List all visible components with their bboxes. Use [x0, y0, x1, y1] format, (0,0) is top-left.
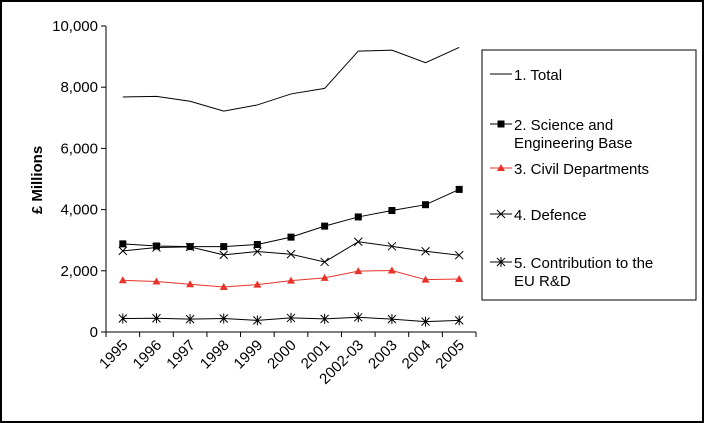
y-tick-label: 8,000 — [60, 79, 98, 96]
y-axis-label: £ Millions — [29, 146, 46, 214]
legend-box — [481, 49, 697, 301]
x-tick-label: 1995 — [96, 337, 132, 373]
x-tick-label: 2004 — [399, 337, 435, 373]
legend-marker-science — [497, 120, 505, 128]
data-point-3-civil-departments — [253, 280, 262, 288]
legend-label-science-line2: Engineering Base — [514, 135, 632, 152]
legend-marker-eu — [496, 257, 506, 267]
data-point-4-defence — [454, 250, 464, 260]
legend-marker-civil — [497, 164, 505, 171]
legend-label-eu-line2: EU R&D — [514, 273, 571, 290]
data-point-3-civil-departments — [186, 280, 195, 288]
data-point-2-science-and-engineering-base — [354, 213, 362, 221]
data-point-4-defence — [387, 241, 397, 251]
series-line-1-total — [122, 46, 460, 112]
data-point-3-civil-departments — [455, 275, 464, 283]
y-tick-label: 10,000 — [52, 18, 98, 35]
data-point-2-science-and-engineering-base — [253, 240, 261, 248]
data-point-4-defence — [421, 246, 430, 256]
data-point-3-civil-departments — [287, 276, 295, 284]
data-point-3-civil-departments — [421, 275, 430, 283]
data-point-4-defence — [286, 249, 296, 259]
plot-area: 02,0004,0006,0008,00010,0001995199619971… — [52, 18, 477, 388]
data-point-2-science-and-engineering-base — [321, 222, 329, 230]
data-point-4-defence — [219, 250, 229, 260]
y-tick-label: 6,000 — [60, 140, 98, 157]
data-point-2-science-and-engineering-base — [119, 240, 127, 248]
x-tick-label: 1996 — [130, 337, 166, 373]
data-point-4-defence — [320, 257, 329, 267]
data-point-2-science-and-engineering-base — [152, 242, 160, 250]
data-point-2-science-and-engineering-base — [455, 185, 463, 193]
legend: 1. Total 2. Science and Engineering Base… — [481, 49, 697, 301]
data-point-4-defence — [353, 237, 363, 247]
legend-label-civil: 3. Civil Departments — [514, 161, 649, 178]
y-tick-label: 2,000 — [60, 263, 98, 280]
data-point-2-science-and-engineering-base — [220, 243, 228, 251]
data-point-5-contribution-to-the-eu-r-d — [118, 313, 128, 324]
data-point-2-science-and-engineering-base — [388, 207, 396, 215]
x-tick-label: 1998 — [197, 337, 233, 373]
data-point-3-civil-departments — [118, 276, 127, 284]
legend-marker-defence — [496, 209, 506, 219]
x-tick-label: 1997 — [163, 337, 199, 373]
data-point-5-contribution-to-the-eu-r-d — [353, 312, 363, 323]
data-point-3-civil-departments — [354, 267, 363, 275]
x-tick-label: 2000 — [264, 337, 300, 373]
y-tick-label: 4,000 — [60, 202, 98, 219]
data-point-4-defence — [185, 242, 195, 252]
data-point-5-contribution-to-the-eu-r-d — [320, 313, 329, 324]
data-point-2-science-and-engineering-base — [422, 201, 430, 209]
data-point-3-civil-departments — [152, 277, 161, 285]
y-tick-label: 0 — [90, 324, 98, 341]
data-point-4-defence — [253, 247, 262, 256]
data-point-5-contribution-to-the-eu-r-d — [286, 312, 296, 323]
data-point-2-science-and-engineering-base — [287, 233, 295, 241]
legend-label-science-line1: 2. Science and — [514, 117, 613, 134]
legend-label-eu-line1: 5. Contribution to the — [514, 255, 653, 272]
data-point-5-contribution-to-the-eu-r-d — [454, 315, 464, 326]
data-point-3-civil-departments — [387, 266, 396, 274]
data-point-5-contribution-to-the-eu-r-d — [387, 314, 397, 325]
data-point-4-defence — [118, 246, 128, 256]
data-point-3-civil-departments — [320, 273, 329, 281]
series-line-4-defence — [122, 241, 460, 263]
x-tick-label: 2005 — [432, 337, 468, 373]
data-point-4-defence — [152, 243, 161, 252]
legend-label-defence: 4. Defence — [514, 207, 587, 224]
data-point-5-contribution-to-the-eu-r-d — [185, 314, 195, 325]
data-point-5-contribution-to-the-eu-r-d — [152, 313, 161, 324]
legend-label-total: 1. Total — [514, 67, 562, 84]
data-point-5-contribution-to-the-eu-r-d — [219, 313, 229, 324]
data-point-3-civil-departments — [219, 283, 228, 291]
data-point-5-contribution-to-the-eu-r-d — [421, 316, 430, 327]
x-tick-label: 2003 — [365, 337, 401, 373]
data-point-5-contribution-to-the-eu-r-d — [253, 315, 262, 326]
x-tick-label: 1999 — [231, 337, 267, 373]
